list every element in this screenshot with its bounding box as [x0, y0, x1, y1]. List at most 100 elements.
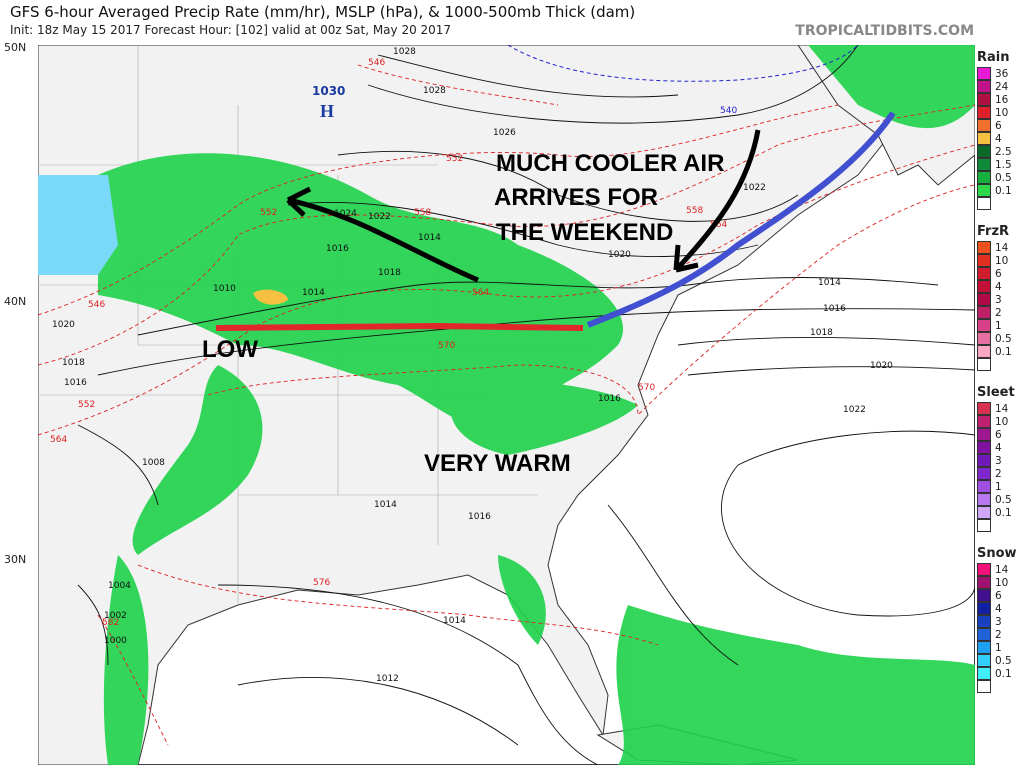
precip-legend: Rain 36 24 16 10 6 4 2.5 1.5 0.5 0.1 FrzR 14 10 6 4 3 2 1 0… — [977, 48, 1018, 707]
legend-level: 16 — [995, 93, 1009, 106]
legend-row: 24 — [977, 80, 1018, 93]
isobar-label: 1016 — [64, 378, 87, 388]
legend-swatch — [977, 171, 991, 184]
annotation-weekend: THE WEEKEND — [496, 219, 673, 246]
isobar-label: 1028 — [423, 86, 446, 96]
isobar-label: 1016 — [326, 244, 349, 254]
weather-map: 1028 1028 1026 1024 1022 1022 1020 1018 … — [38, 45, 975, 765]
thickness-label: 540 — [720, 106, 737, 116]
legend-level: 14 — [995, 241, 1009, 254]
legend-level: 2 — [995, 628, 1002, 641]
legend-level: 14 — [995, 402, 1009, 415]
legend-row: 6 — [977, 267, 1018, 280]
legend-level: 6 — [995, 267, 1002, 280]
isobar-label: 1024 — [334, 209, 357, 219]
thickness-label: 564 — [710, 220, 727, 230]
legend-level: 1.5 — [995, 158, 1012, 171]
legend-level: 1 — [995, 480, 1002, 493]
legend-row: 0.5 — [977, 171, 1018, 184]
isobar-label: 1018 — [378, 268, 401, 278]
legend-level: 4 — [995, 280, 1002, 293]
legend-row — [977, 680, 1018, 693]
legend-swatch — [977, 254, 991, 267]
legend-row: 36 — [977, 67, 1018, 80]
legend-row: 0.5 — [977, 332, 1018, 345]
thickness-label: 570 — [638, 383, 655, 393]
legend-swatch — [977, 576, 991, 589]
legend-snow: Snow 14 10 6 4 3 2 1 0.5 0.1 — [977, 546, 1018, 693]
legend-swatch — [977, 428, 991, 441]
high-pressure-marker: H — [320, 101, 334, 121]
precip-areas — [98, 45, 975, 765]
thickness-540 — [507, 45, 859, 82]
thickness-label: 546 — [368, 58, 385, 68]
legend-swatch — [977, 106, 991, 119]
brand-logo: TROPICALTIDBITS.COM — [795, 23, 974, 39]
isobar-label: 1002 — [104, 611, 127, 621]
legend-swatch — [977, 80, 991, 93]
legend-row: 0.1 — [977, 345, 1018, 358]
thickness-label: 570 — [438, 341, 455, 351]
legend-level: 10 — [995, 415, 1009, 428]
legend-swatch — [977, 306, 991, 319]
isobars — [77, 45, 975, 765]
legend-swatch — [977, 615, 991, 628]
legend-level: 0.5 — [995, 493, 1012, 506]
legend-row: 4 — [977, 280, 1018, 293]
precip-snow — [38, 175, 118, 275]
legend-swatch — [977, 67, 991, 80]
isobar-label: 1014 — [418, 233, 441, 243]
thickness-label: 576 — [313, 578, 330, 588]
legend-swatch — [977, 628, 991, 641]
legend-swatch — [977, 402, 991, 415]
thickness-lines — [38, 64, 975, 746]
legend-row: 3 — [977, 454, 1018, 467]
legend-row: 6 — [977, 428, 1018, 441]
legend-row: 16 — [977, 93, 1018, 106]
legend-row: 3 — [977, 293, 1018, 306]
isobar-label: 1022 — [743, 183, 766, 193]
legend-swatch — [977, 293, 991, 306]
legend-level: 6 — [995, 589, 1002, 602]
legend-swatch — [977, 441, 991, 454]
high-pressure-value: 1030 — [312, 84, 345, 98]
isobar-label: 1014 — [302, 288, 325, 298]
isobar-label: 1020 — [870, 361, 893, 371]
legend-swatch — [977, 506, 991, 519]
isobar-label: 1014 — [818, 278, 841, 288]
legend-swatch — [977, 319, 991, 332]
legend-swatch — [977, 667, 991, 680]
legend-row: 14 — [977, 241, 1018, 254]
legend-swatch — [977, 267, 991, 280]
annotation-cooler-air: MUCH COOLER AIR — [496, 150, 724, 177]
legend-row: 2 — [977, 467, 1018, 480]
annotation-low: LOW — [202, 336, 258, 363]
thickness-label: 552 — [260, 208, 277, 218]
legend-row: 4 — [977, 602, 1018, 615]
isobar-label: 1016 — [468, 512, 491, 522]
legend-row: 10 — [977, 254, 1018, 267]
isobar-label: 1008 — [142, 458, 165, 468]
isobar-label: 1014 — [443, 616, 466, 626]
legend-level: 0.5 — [995, 171, 1012, 184]
legend-level: 10 — [995, 106, 1009, 119]
legend-swatch — [977, 345, 991, 358]
legend-row: 0.1 — [977, 506, 1018, 519]
legend-level: 36 — [995, 67, 1009, 80]
legend-row: 2 — [977, 306, 1018, 319]
legend-row: 14 — [977, 402, 1018, 415]
legend-level: 0.1 — [995, 506, 1012, 519]
legend-level: 0.5 — [995, 654, 1012, 667]
legend-swatch — [977, 280, 991, 293]
lat-label: 50N — [4, 41, 27, 54]
annotation-arrives: ARRIVES FOR — [494, 184, 658, 211]
legend-row: 6 — [977, 119, 1018, 132]
isobar-label: 1028 — [393, 47, 416, 57]
legend-row: 0.1 — [977, 184, 1018, 197]
legend-row — [977, 197, 1018, 210]
isobar-label: 1022 — [843, 405, 866, 415]
legend-row: 14 — [977, 563, 1018, 576]
legend-level: 6 — [995, 119, 1002, 132]
lat-label: 40N — [4, 295, 27, 308]
legend-level: 4 — [995, 602, 1002, 615]
